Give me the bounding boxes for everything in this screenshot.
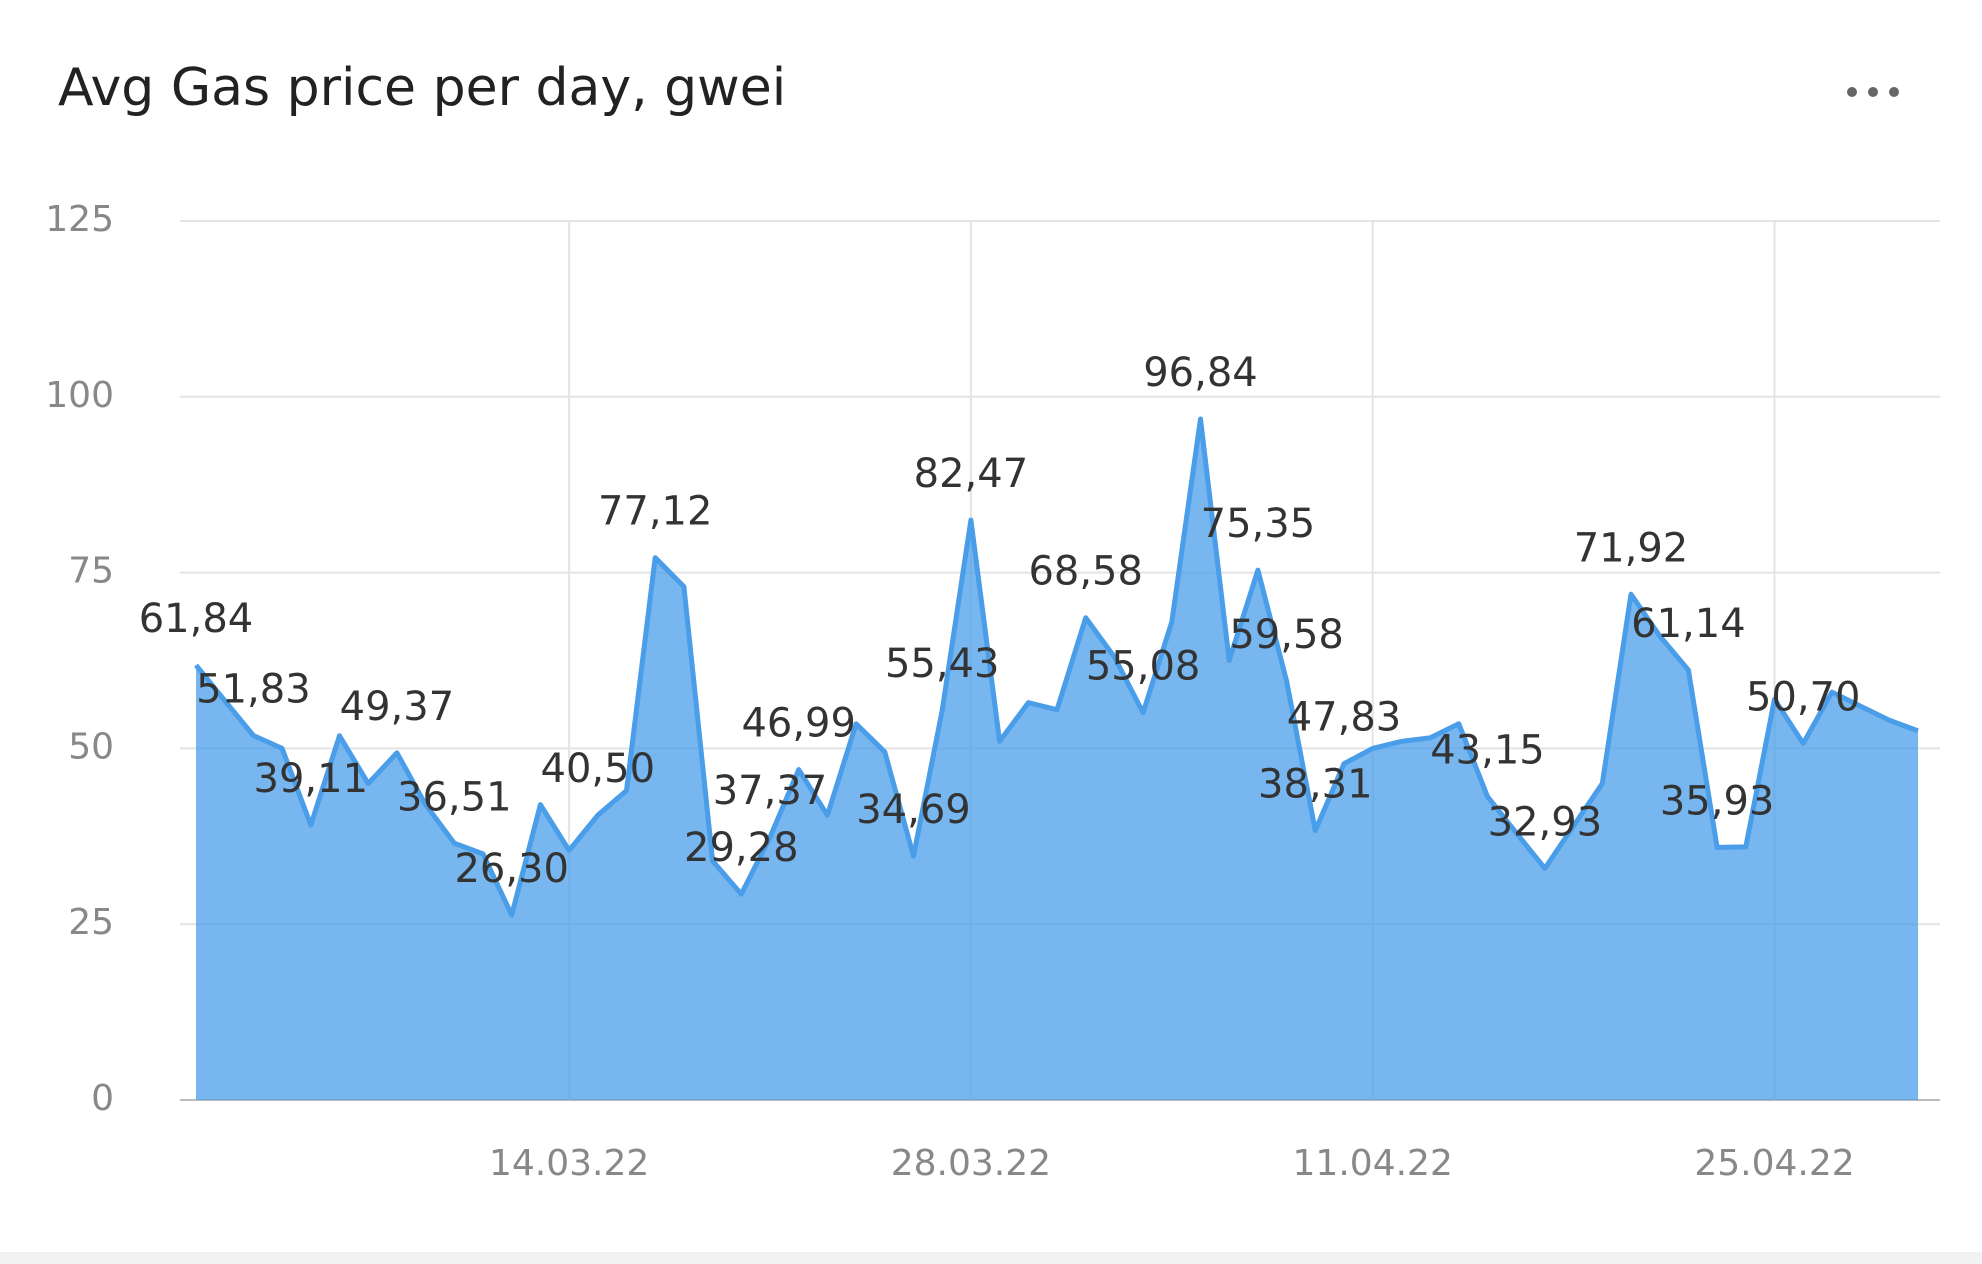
data-label: 55,43	[885, 641, 1000, 687]
data-label: 29,28	[684, 825, 799, 871]
data-label: 47,83	[1287, 695, 1402, 741]
plot: 0 25 50 75 100 125 14.03.22 28.03.22 11.04.22 25.…	[45, 199, 1940, 1184]
data-label: 36,51	[397, 774, 512, 820]
menu-dot[interactable]	[1868, 87, 1878, 97]
line	[194, 416, 1919, 918]
menu-dot[interactable]	[1889, 87, 1899, 97]
data-label: 37,37	[713, 768, 828, 814]
x-tick-label: 11.04.22	[1293, 1143, 1453, 1184]
x-tick-label: 14.03.22	[489, 1143, 649, 1184]
data-label: 40,50	[541, 746, 656, 792]
y-tick-label: 75	[68, 551, 114, 592]
chart-title: Avg Gas price per day, gwei	[58, 58, 786, 118]
menu-button[interactable]	[1847, 87, 1899, 97]
data-label: 49,37	[340, 684, 455, 730]
data-label: 39,11	[254, 756, 369, 802]
x-tick-label: 28.03.22	[891, 1143, 1051, 1184]
bottom-border	[0, 1252, 1982, 1264]
data-label: 68,58	[1028, 549, 1143, 595]
data-label: 35,93	[1660, 778, 1775, 824]
menu-dot[interactable]	[1847, 87, 1857, 97]
y-tick-label: 25	[68, 902, 114, 943]
data-label: 55,08	[1086, 644, 1201, 690]
data-label: 82,47	[914, 451, 1029, 497]
y-tick-label: 125	[45, 199, 114, 240]
data-label: 46,99	[741, 701, 856, 747]
data-label: 96,84	[1143, 350, 1258, 396]
data-label: 71,92	[1574, 525, 1689, 571]
data-label: 59,58	[1229, 612, 1344, 658]
data-label: 26,30	[454, 846, 569, 892]
data-label: 75,35	[1201, 501, 1316, 547]
y-tick-label: 100	[45, 375, 114, 416]
area	[196, 419, 1918, 1100]
data-label: 61,84	[139, 596, 254, 642]
y-tick-label: 0	[91, 1078, 114, 1119]
data-label: 51,83	[196, 667, 311, 713]
data-label: 61,14	[1631, 601, 1746, 647]
x-tick-label: 25.04.22	[1694, 1143, 1854, 1184]
data-label: 77,12	[598, 489, 713, 535]
data-label: 34,69	[856, 787, 971, 833]
y-tick-label: 50	[68, 726, 114, 767]
data-label: 43,15	[1430, 728, 1545, 774]
data-label: 50,70	[1746, 674, 1861, 720]
data-label: 38,31	[1258, 762, 1373, 808]
data-label: 32,93	[1488, 799, 1603, 845]
